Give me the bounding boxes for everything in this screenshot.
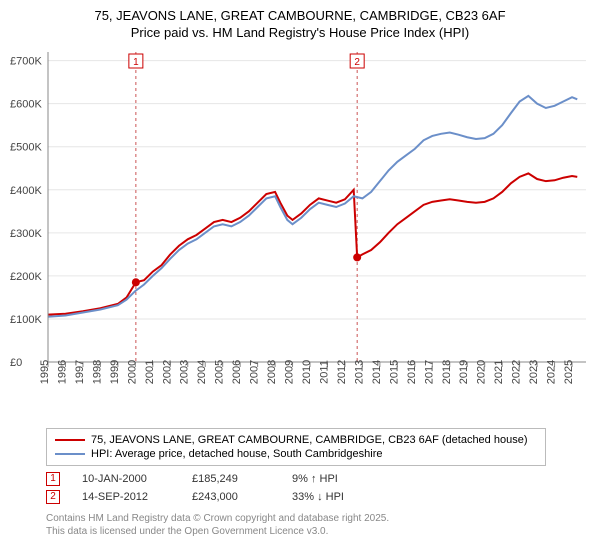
footer-line-2: This data is licensed under the Open Gov…	[46, 525, 590, 538]
x-tick-label: 1996	[56, 360, 68, 384]
x-tick-label: 2022	[511, 360, 523, 384]
annotation-price: £243,000	[192, 491, 292, 503]
x-tick-label: 2020	[476, 360, 488, 384]
x-tick-label: 2025	[563, 360, 575, 384]
x-tick-label: 2006	[231, 360, 243, 384]
legend-item: HPI: Average price, detached house, Sout…	[55, 447, 537, 461]
x-tick-label: 2013	[353, 360, 365, 384]
x-tick-label: 2018	[441, 360, 453, 384]
y-tick-label: £0	[10, 357, 22, 369]
annotation-row: 1 10-JAN-2000£185,2499% ↑ HPI	[10, 470, 590, 488]
x-tick-label: 2003	[179, 360, 191, 384]
x-tick-label: 2021	[493, 360, 505, 384]
x-tick-label: 2023	[528, 360, 540, 384]
x-tick-label: 2017	[423, 360, 435, 384]
sale-point	[353, 253, 361, 261]
y-tick-label: £200K	[10, 271, 42, 283]
footer-line-1: Contains HM Land Registry data © Crown c…	[46, 512, 590, 525]
x-tick-label: 2002	[161, 360, 173, 384]
annotation-date: 14-SEP-2012	[82, 491, 192, 503]
sale-point	[132, 278, 140, 286]
annotation-delta: 33% ↓ HPI	[292, 491, 402, 503]
x-tick-label: 2000	[126, 360, 138, 384]
x-tick-label: 2009	[284, 360, 296, 384]
title-line-1: 75, JEAVONS LANE, GREAT CAMBOURNE, CAMBR…	[10, 8, 590, 25]
annotation-marker: 2	[46, 490, 60, 504]
legend-item: 75, JEAVONS LANE, GREAT CAMBOURNE, CAMBR…	[55, 433, 537, 447]
x-tick-label: 2014	[371, 360, 383, 384]
x-tick-label: 2012	[336, 360, 348, 384]
legend-swatch	[55, 453, 85, 455]
x-tick-label: 2005	[214, 360, 226, 384]
x-tick-label: 1999	[109, 360, 121, 384]
x-tick-label: 2019	[458, 360, 470, 384]
x-tick-label: 2011	[318, 360, 330, 384]
annotation-marker: 1	[46, 472, 60, 486]
annotation-delta: 9% ↑ HPI	[292, 473, 402, 485]
x-tick-label: 2010	[301, 360, 313, 384]
x-tick-label: 2015	[388, 360, 400, 384]
x-tick-label: 1997	[74, 360, 86, 384]
x-tick-label: 2024	[546, 360, 558, 384]
annotation-date: 10-JAN-2000	[82, 473, 192, 485]
sale-marker-id: 1	[133, 57, 139, 68]
x-tick-label: 2016	[406, 360, 418, 384]
x-tick-label: 2007	[249, 360, 261, 384]
y-tick-label: £700K	[10, 55, 42, 67]
sale-marker-id: 2	[354, 57, 360, 68]
annotation-row: 2 14-SEP-2012£243,00033% ↓ HPI	[10, 488, 590, 506]
legend: 75, JEAVONS LANE, GREAT CAMBOURNE, CAMBR…	[46, 428, 546, 466]
price-chart: £0 £100K £200K £300K £400K £500K £600K £700K 1 2 1…	[10, 42, 590, 422]
annotation-price: £185,249	[192, 473, 292, 485]
footer: Contains HM Land Registry data © Crown c…	[10, 506, 590, 538]
legend-swatch	[55, 439, 85, 441]
y-tick-label: £500K	[10, 142, 42, 154]
legend-label: HPI: Average price, detached house, Sout…	[91, 448, 382, 460]
series-property	[48, 173, 577, 314]
y-tick-label: £300K	[10, 228, 42, 240]
title-line-2: Price paid vs. HM Land Registry's House …	[10, 25, 590, 42]
legend-label: 75, JEAVONS LANE, GREAT CAMBOURNE, CAMBR…	[91, 434, 527, 446]
y-tick-label: £600K	[10, 98, 42, 110]
y-tick-label: £400K	[10, 185, 42, 197]
x-tick-label: 1995	[39, 360, 51, 384]
x-tick-label: 2008	[266, 360, 278, 384]
y-tick-label: £100K	[10, 314, 42, 326]
x-tick-label: 2004	[196, 360, 208, 384]
x-tick-label: 2001	[144, 360, 156, 384]
series-hpi	[48, 96, 577, 317]
x-tick-label: 1998	[91, 360, 103, 384]
